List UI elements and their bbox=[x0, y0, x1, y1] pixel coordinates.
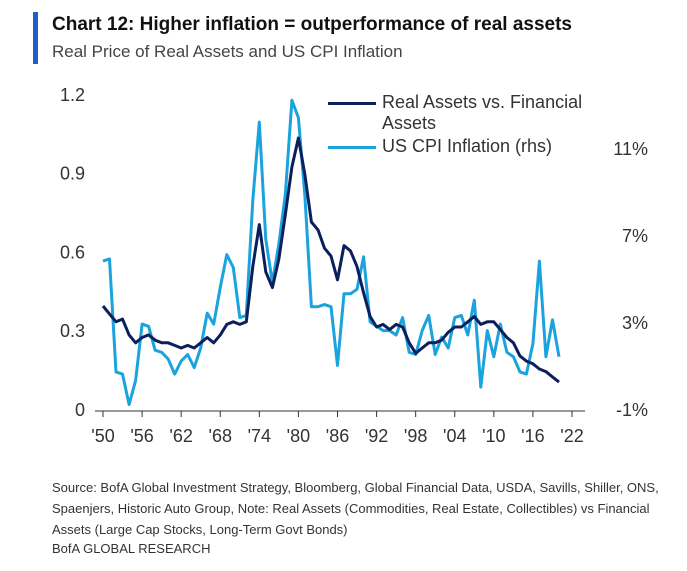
x-tick-label: '86 bbox=[326, 426, 349, 446]
series-line bbox=[101, 136, 560, 384]
legend-label: US CPI Inflation (rhs) bbox=[382, 136, 553, 156]
title-bar bbox=[33, 12, 38, 64]
source-note: Source: BofA Global Investment Strategy,… bbox=[52, 480, 659, 537]
x-tick-label: '98 bbox=[404, 426, 427, 446]
y2-tick-label: 3% bbox=[622, 313, 648, 333]
y-tick-label: 0.6 bbox=[60, 242, 85, 262]
x-tick-label: '92 bbox=[365, 426, 388, 446]
y2-tick-label: -1% bbox=[616, 400, 648, 420]
chart-title: Chart 12: Higher inflation = outperforma… bbox=[52, 14, 572, 35]
x-tick-label: '04 bbox=[443, 426, 466, 446]
y-tick-label: 0.3 bbox=[60, 321, 85, 341]
x-tick-label: '56 bbox=[130, 426, 153, 446]
y2-tick-label: 11% bbox=[613, 139, 648, 159]
y-tick-label: 0 bbox=[75, 400, 85, 420]
x-tick-label: '68 bbox=[209, 426, 232, 446]
legend-swatch bbox=[328, 146, 376, 149]
series-line bbox=[102, 98, 561, 406]
y2-tick-label: 7% bbox=[622, 226, 648, 246]
y-tick-label: 0.9 bbox=[60, 164, 85, 184]
legend-item: Real Assets vs. Financial Assets bbox=[328, 92, 598, 134]
x-tick-label: '74 bbox=[248, 426, 271, 446]
x-tick-label: '16 bbox=[521, 426, 544, 446]
legend: Real Assets vs. Financial Assets US CPI I… bbox=[328, 92, 598, 159]
x-tick-label: '62 bbox=[169, 426, 192, 446]
legend-label: Real Assets vs. Financial Assets bbox=[382, 92, 583, 133]
y-tick-label: 1.2 bbox=[60, 85, 85, 105]
x-tick-label: '10 bbox=[482, 426, 505, 446]
x-tick-label: '22 bbox=[560, 426, 583, 446]
x-tick-label: '50 bbox=[91, 426, 114, 446]
legend-swatch bbox=[328, 102, 376, 105]
x-tick-label: '80 bbox=[287, 426, 310, 446]
chart-subtitle: Real Price of Real Assets and US CPI Inf… bbox=[52, 42, 403, 61]
footer: BofA GLOBAL RESEARCH bbox=[52, 541, 211, 556]
legend-item: US CPI Inflation (rhs) bbox=[328, 136, 598, 157]
